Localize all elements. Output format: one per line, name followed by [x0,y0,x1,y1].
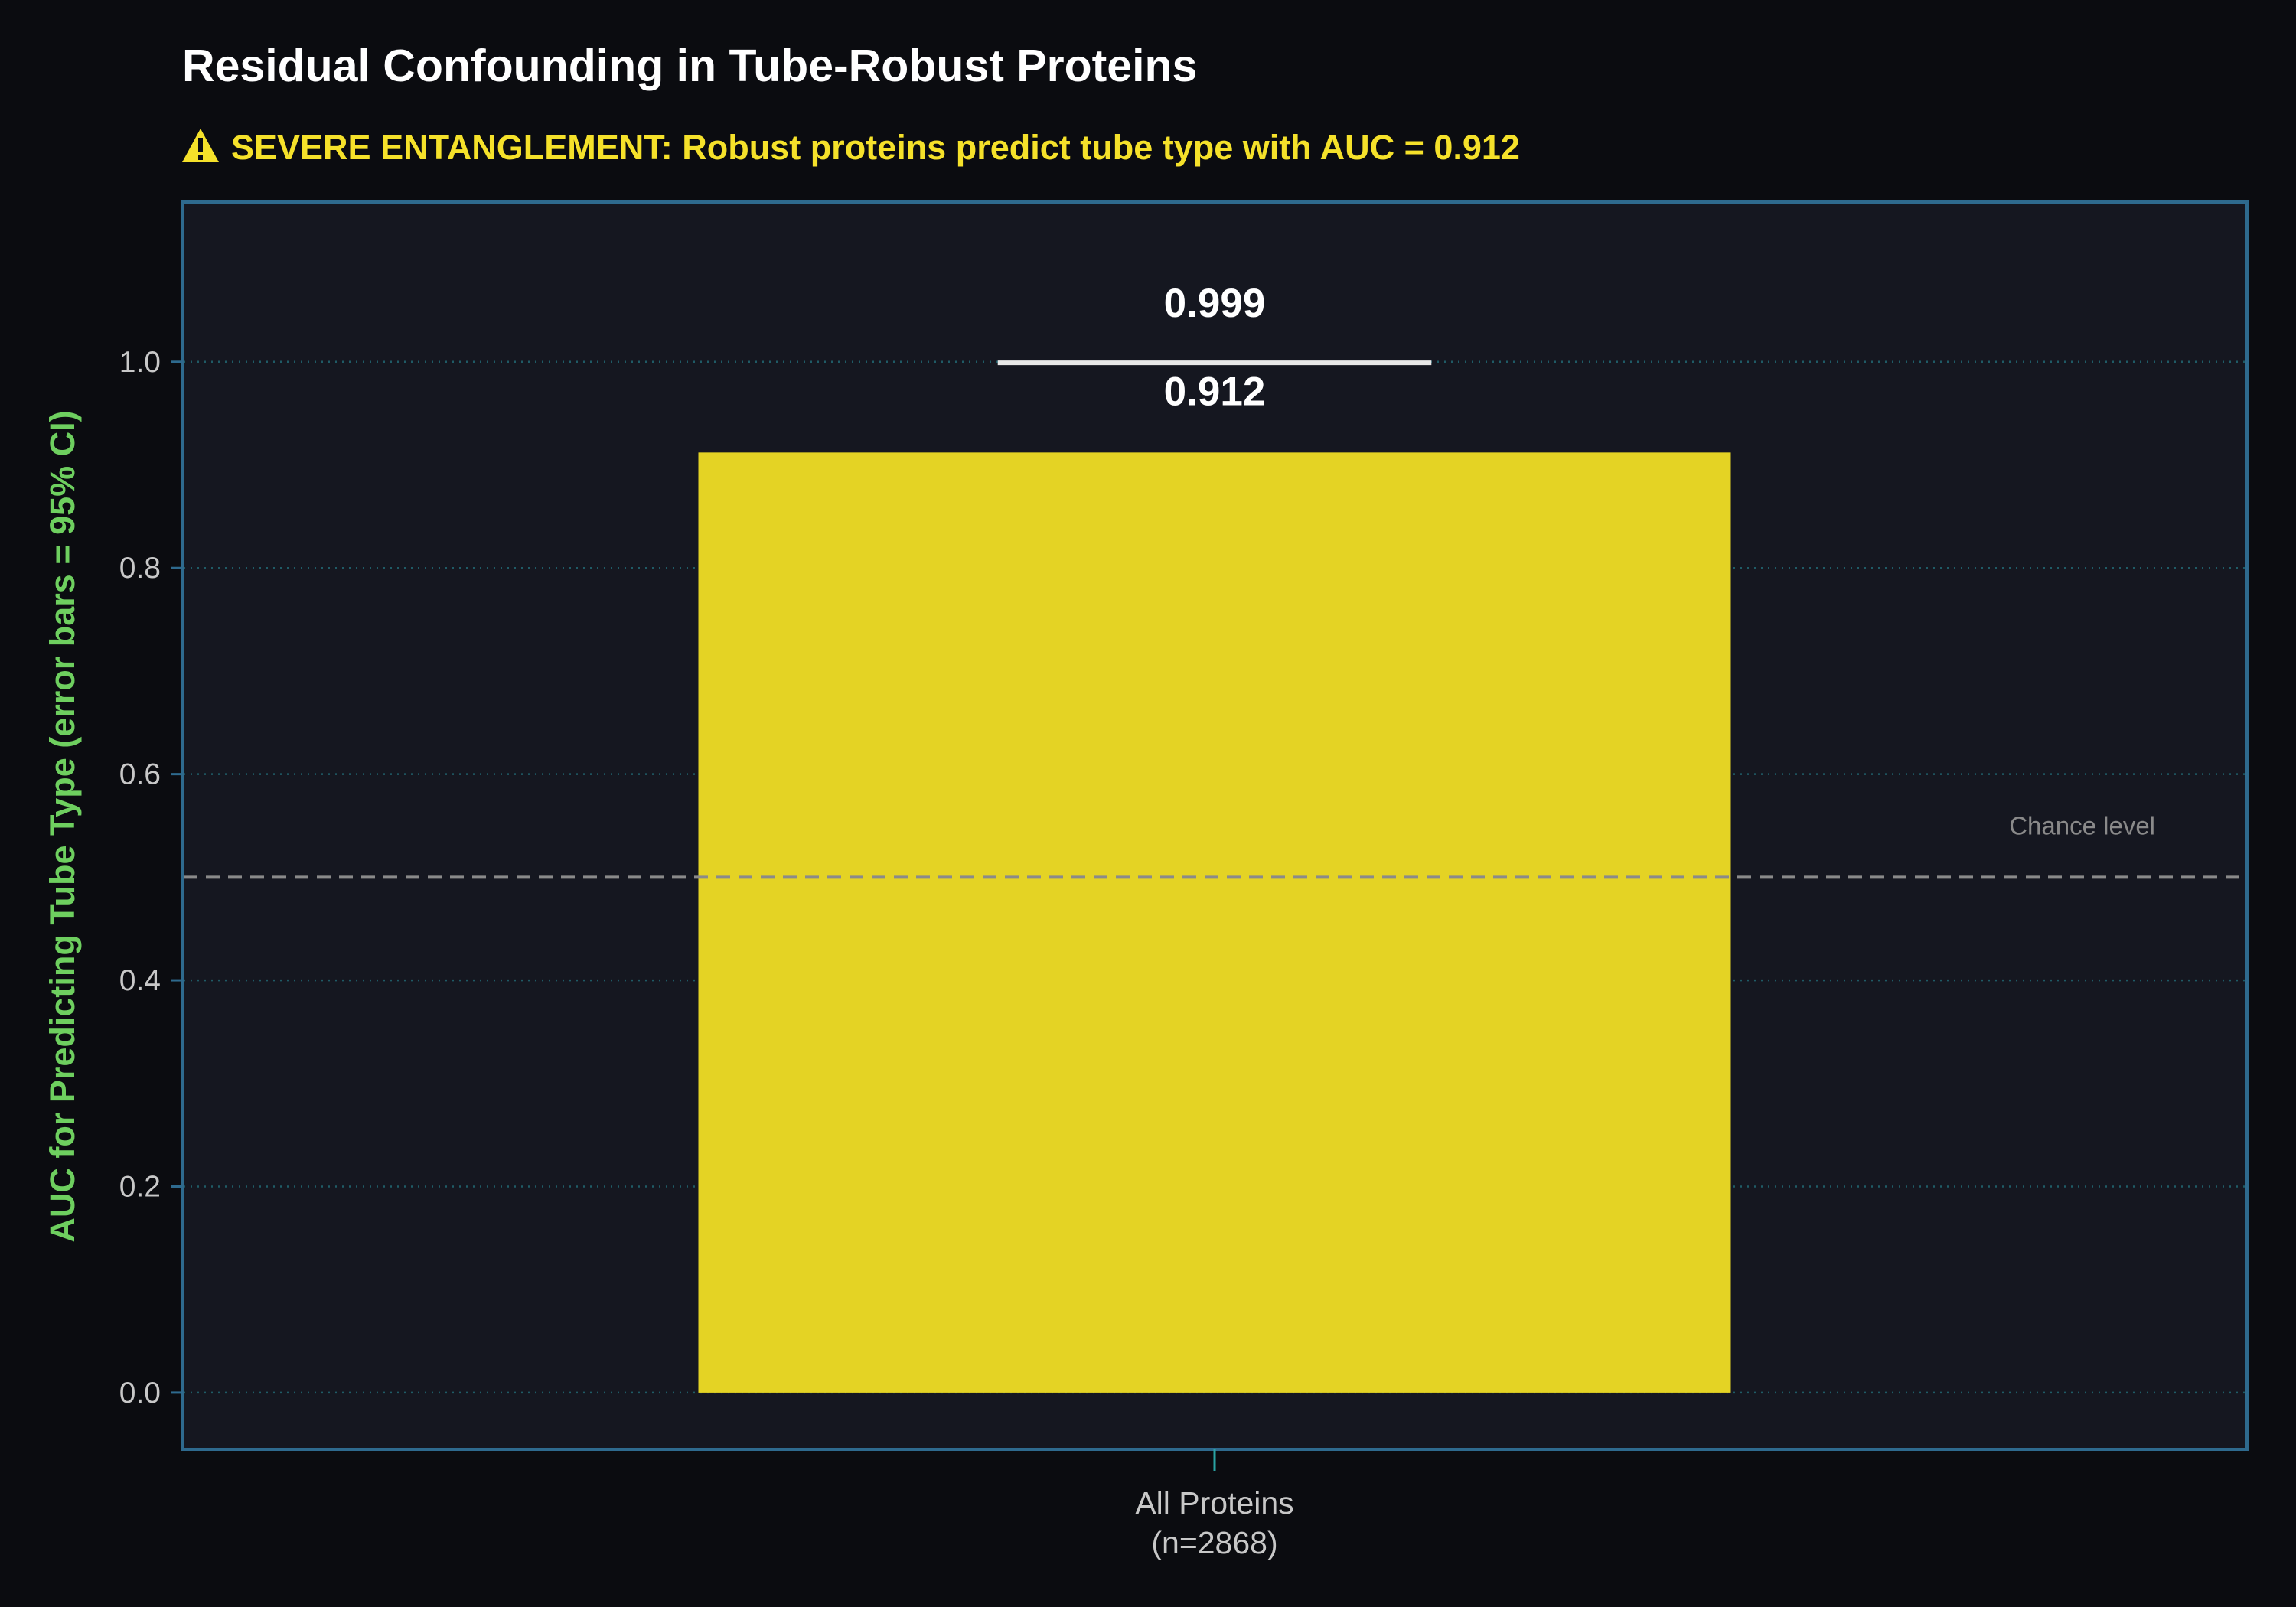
y-tick-label: 0.0 [119,1377,161,1410]
y-tick-label: 0.6 [119,758,161,791]
x-tick-label-line: All Proteins [1135,1485,1293,1521]
error-bars: 0.999 [997,281,1432,366]
y-tick-label: 0.4 [119,964,161,997]
y-tick-label: 0.2 [119,1170,161,1203]
y-axis: 0.0 0.2 0.4 0.6 0.8 1.0 [119,346,182,1410]
subtitle-text: SEVERE ENTANGLEMENT: Robust proteins pre… [231,128,1520,167]
reference-line: Chance level [184,811,2245,879]
y-tick-label: 1.0 [119,346,161,379]
y-axis-label: AUC for Predicting Tube Type (error bars… [43,410,82,1242]
bar [698,452,1731,1393]
chance-level-label: Chance level [2009,811,2155,839]
bar-value-label: 0.912 [1164,369,1266,414]
chart-subtitle: SEVERE ENTANGLEMENT: Robust proteins pre… [182,128,1520,167]
y-tick-label: 0.8 [119,552,161,585]
bars: 0.912 [698,369,1731,1393]
error-upper-label: 0.999 [1164,281,1266,326]
x-axis: All Proteins (n=2868) [1135,1449,1294,1560]
x-tick-label-line: (n=2868) [1151,1525,1277,1560]
chart-title: Residual Confounding in Tube-Robust Prot… [182,41,1197,91]
warning-icon [182,129,219,162]
x-tick-label: All Proteins (n=2868) [1135,1485,1293,1560]
